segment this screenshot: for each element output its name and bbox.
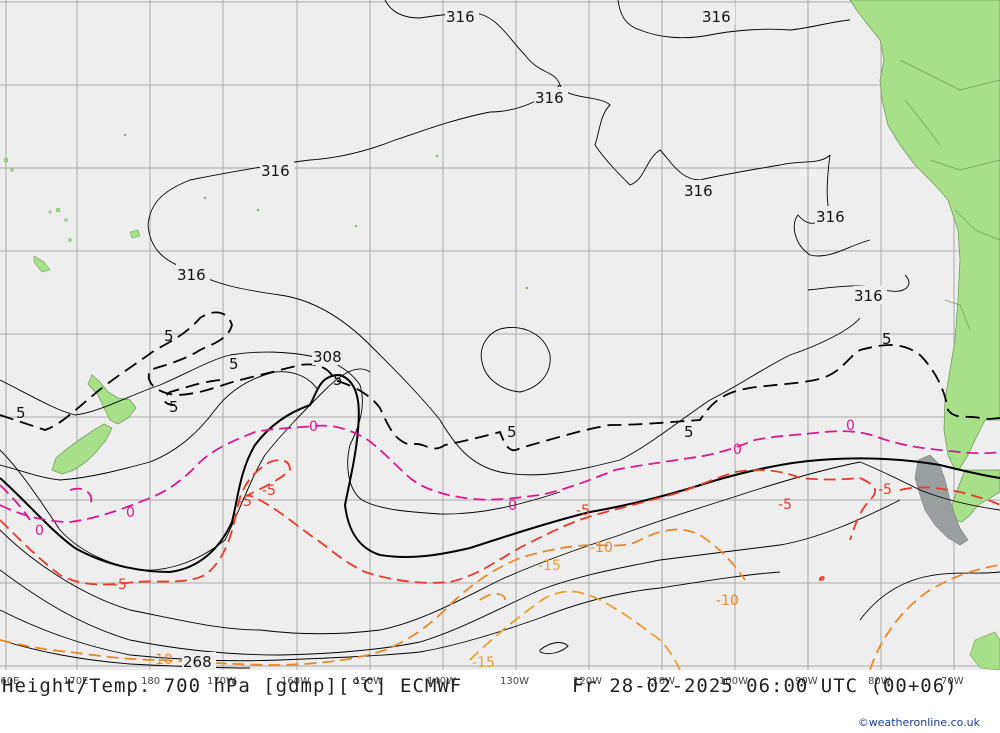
temp-labels-0: 0 0 0 0 0 0: [35, 418, 855, 539]
temp-label-5: 5: [882, 330, 892, 348]
longitude-label: 90W: [795, 676, 818, 687]
temp-label-minus10: -10: [716, 593, 739, 609]
temp-label-0: 0: [35, 523, 44, 539]
temp-label-5: 5: [229, 355, 239, 373]
temp-label-minus5: -5: [878, 482, 892, 498]
longitude-label: 170E: [63, 676, 88, 687]
longitude-label: 160E: [0, 676, 19, 687]
footer-bar: [0, 670, 1000, 733]
temp-labels-minus15: -15 -15: [472, 558, 561, 670]
height-label: 316: [177, 266, 206, 284]
temp-label-0: 0: [508, 498, 517, 514]
temp-labels-5: 5 5 5 5 5 5 5 5: [16, 327, 892, 441]
temp-contour-0: [0, 424, 1000, 523]
longitude-label: 80W: [868, 676, 891, 687]
temp-label-minus15: -15: [538, 558, 561, 574]
source-credit-link[interactable]: ©weatheronline.co.uk: [857, 716, 980, 729]
height-contour-thick: [0, 373, 1000, 574]
temp-labels-minus10: -10 -10 -10: [150, 540, 739, 668]
temp-label-minus10: -10: [590, 540, 613, 556]
height-label: 316: [854, 287, 883, 305]
fiji-islands: [33, 255, 51, 273]
height-label: 268: [183, 653, 212, 670]
height-label: 316: [702, 8, 731, 26]
temp-label-0: 0: [846, 418, 855, 434]
graticule: [0, 0, 1000, 670]
longitude-label: 130W: [500, 676, 529, 687]
height-label: 316: [684, 182, 713, 200]
temp-label-0: 0: [309, 419, 318, 435]
height-label: 316: [816, 208, 845, 226]
height-labels: 316 316 316 316 316 316 316 316 308 268: [176, 6, 887, 670]
temp-label-5: 5: [333, 371, 343, 389]
temp-contour-minus15: [469, 590, 681, 670]
weather-map: 316 316 316 316 316 316 316 316 308 268 …: [0, 0, 1000, 670]
height-label: 316: [446, 8, 475, 26]
temp-contour-minus5: [0, 459, 1000, 586]
temp-label-minus10: -10: [150, 652, 173, 668]
tierra-del-fuego: [969, 631, 1000, 670]
new-zealand-south-island: [51, 423, 113, 475]
longitude-label: 120W: [573, 676, 602, 687]
temp-label-5: 5: [684, 423, 694, 441]
longitude-label: 180: [141, 676, 160, 687]
temp-label-0: 0: [733, 442, 742, 458]
longitude-label: 170W: [207, 676, 236, 687]
temp-label-5: 5: [16, 404, 26, 422]
longitude-label: 150W: [354, 676, 383, 687]
temp-labels-minus5: -5 -5 -5 -5 -5 -5: [113, 482, 892, 593]
temp-contour-0-west: [0, 484, 93, 521]
temp-label-minus5: -5: [238, 494, 252, 510]
new-zealand-north-island: [87, 374, 137, 425]
temp-label-minus5: -5: [778, 497, 792, 513]
temp-label-5: 5: [507, 423, 517, 441]
height-label: 308: [313, 348, 342, 366]
temp-contour-minus10: [0, 528, 1000, 670]
temp-label-minus5: -5: [113, 577, 127, 593]
longitude-axis: 160E 170E 180 170W 160W 150W 140W 130W 1…: [0, 676, 964, 687]
temp-label-0: 0: [126, 505, 135, 521]
temp-label-minus15: -15: [472, 655, 495, 670]
south-america-landmass: [849, 0, 1000, 471]
longitude-label: 100W: [719, 676, 748, 687]
height-label: 316: [261, 162, 290, 180]
temp-label-5: 5: [164, 327, 174, 345]
map-title: Height/Temp. 700 hPa [gdmp][°C] ECMWF: [2, 675, 463, 697]
temp-label-minus5: -5: [576, 503, 590, 519]
longitude-label: 110W: [646, 676, 675, 687]
longitude-label: 140W: [427, 676, 456, 687]
temp-label-5: 5: [169, 398, 179, 416]
country-borders: [899, 59, 1000, 331]
height-label: 316: [535, 89, 564, 107]
temp-contour-5: [0, 311, 1000, 452]
small-islands: [3, 133, 529, 290]
chile-fjords: [914, 454, 969, 546]
temp-label-minus5: -5: [262, 483, 276, 499]
longitude-label: 70W: [941, 676, 964, 687]
longitude-label: 160W: [281, 676, 310, 687]
chatham-island: [129, 229, 141, 239]
valid-time: Fr 28-02-2025 06:00 UTC (00+06): [572, 675, 958, 697]
